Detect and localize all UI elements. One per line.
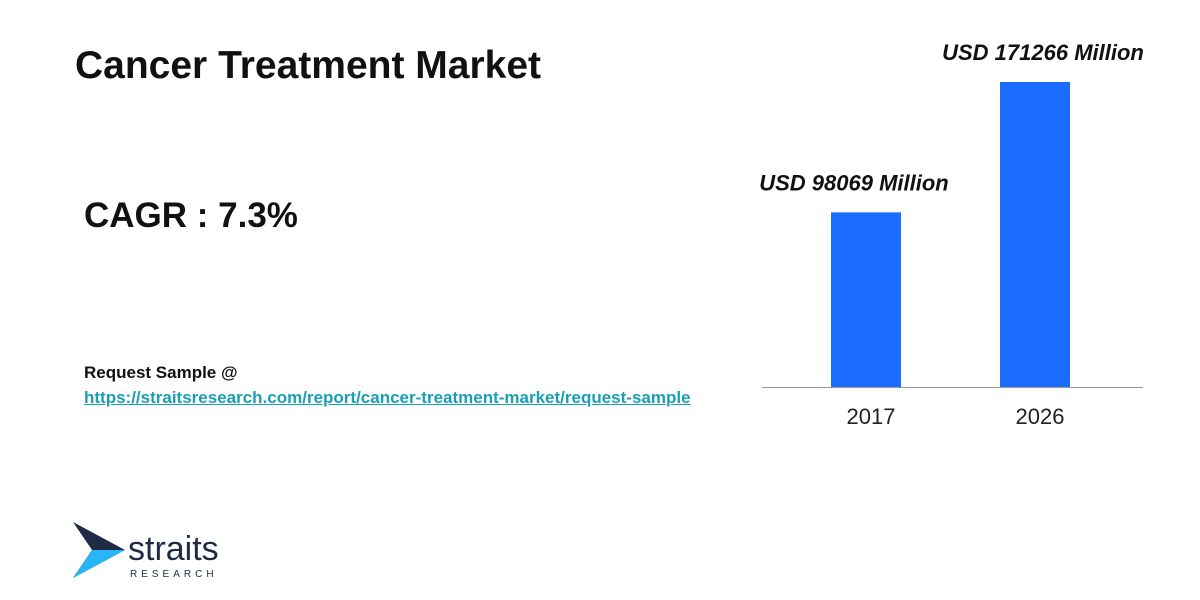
bar bbox=[831, 212, 901, 387]
x-tick-label: 2026 bbox=[1016, 404, 1065, 429]
request-label: Request Sample @ bbox=[84, 363, 238, 382]
value-label: USD 171266 Million bbox=[942, 40, 1144, 65]
x-tick-label: 2017 bbox=[847, 404, 896, 429]
title: Cancer Treatment Market bbox=[75, 44, 542, 87]
request-link[interactable]: https://straitsresearch.com/report/cance… bbox=[84, 388, 691, 407]
logo-mark bbox=[73, 522, 125, 578]
cagr: CAGR : 7.3% bbox=[84, 196, 298, 235]
value-label: USD 98069 Million bbox=[759, 170, 949, 195]
logo-sub: RESEARCH bbox=[130, 569, 218, 580]
bar bbox=[1000, 82, 1070, 387]
logo-name: straits bbox=[128, 530, 219, 568]
